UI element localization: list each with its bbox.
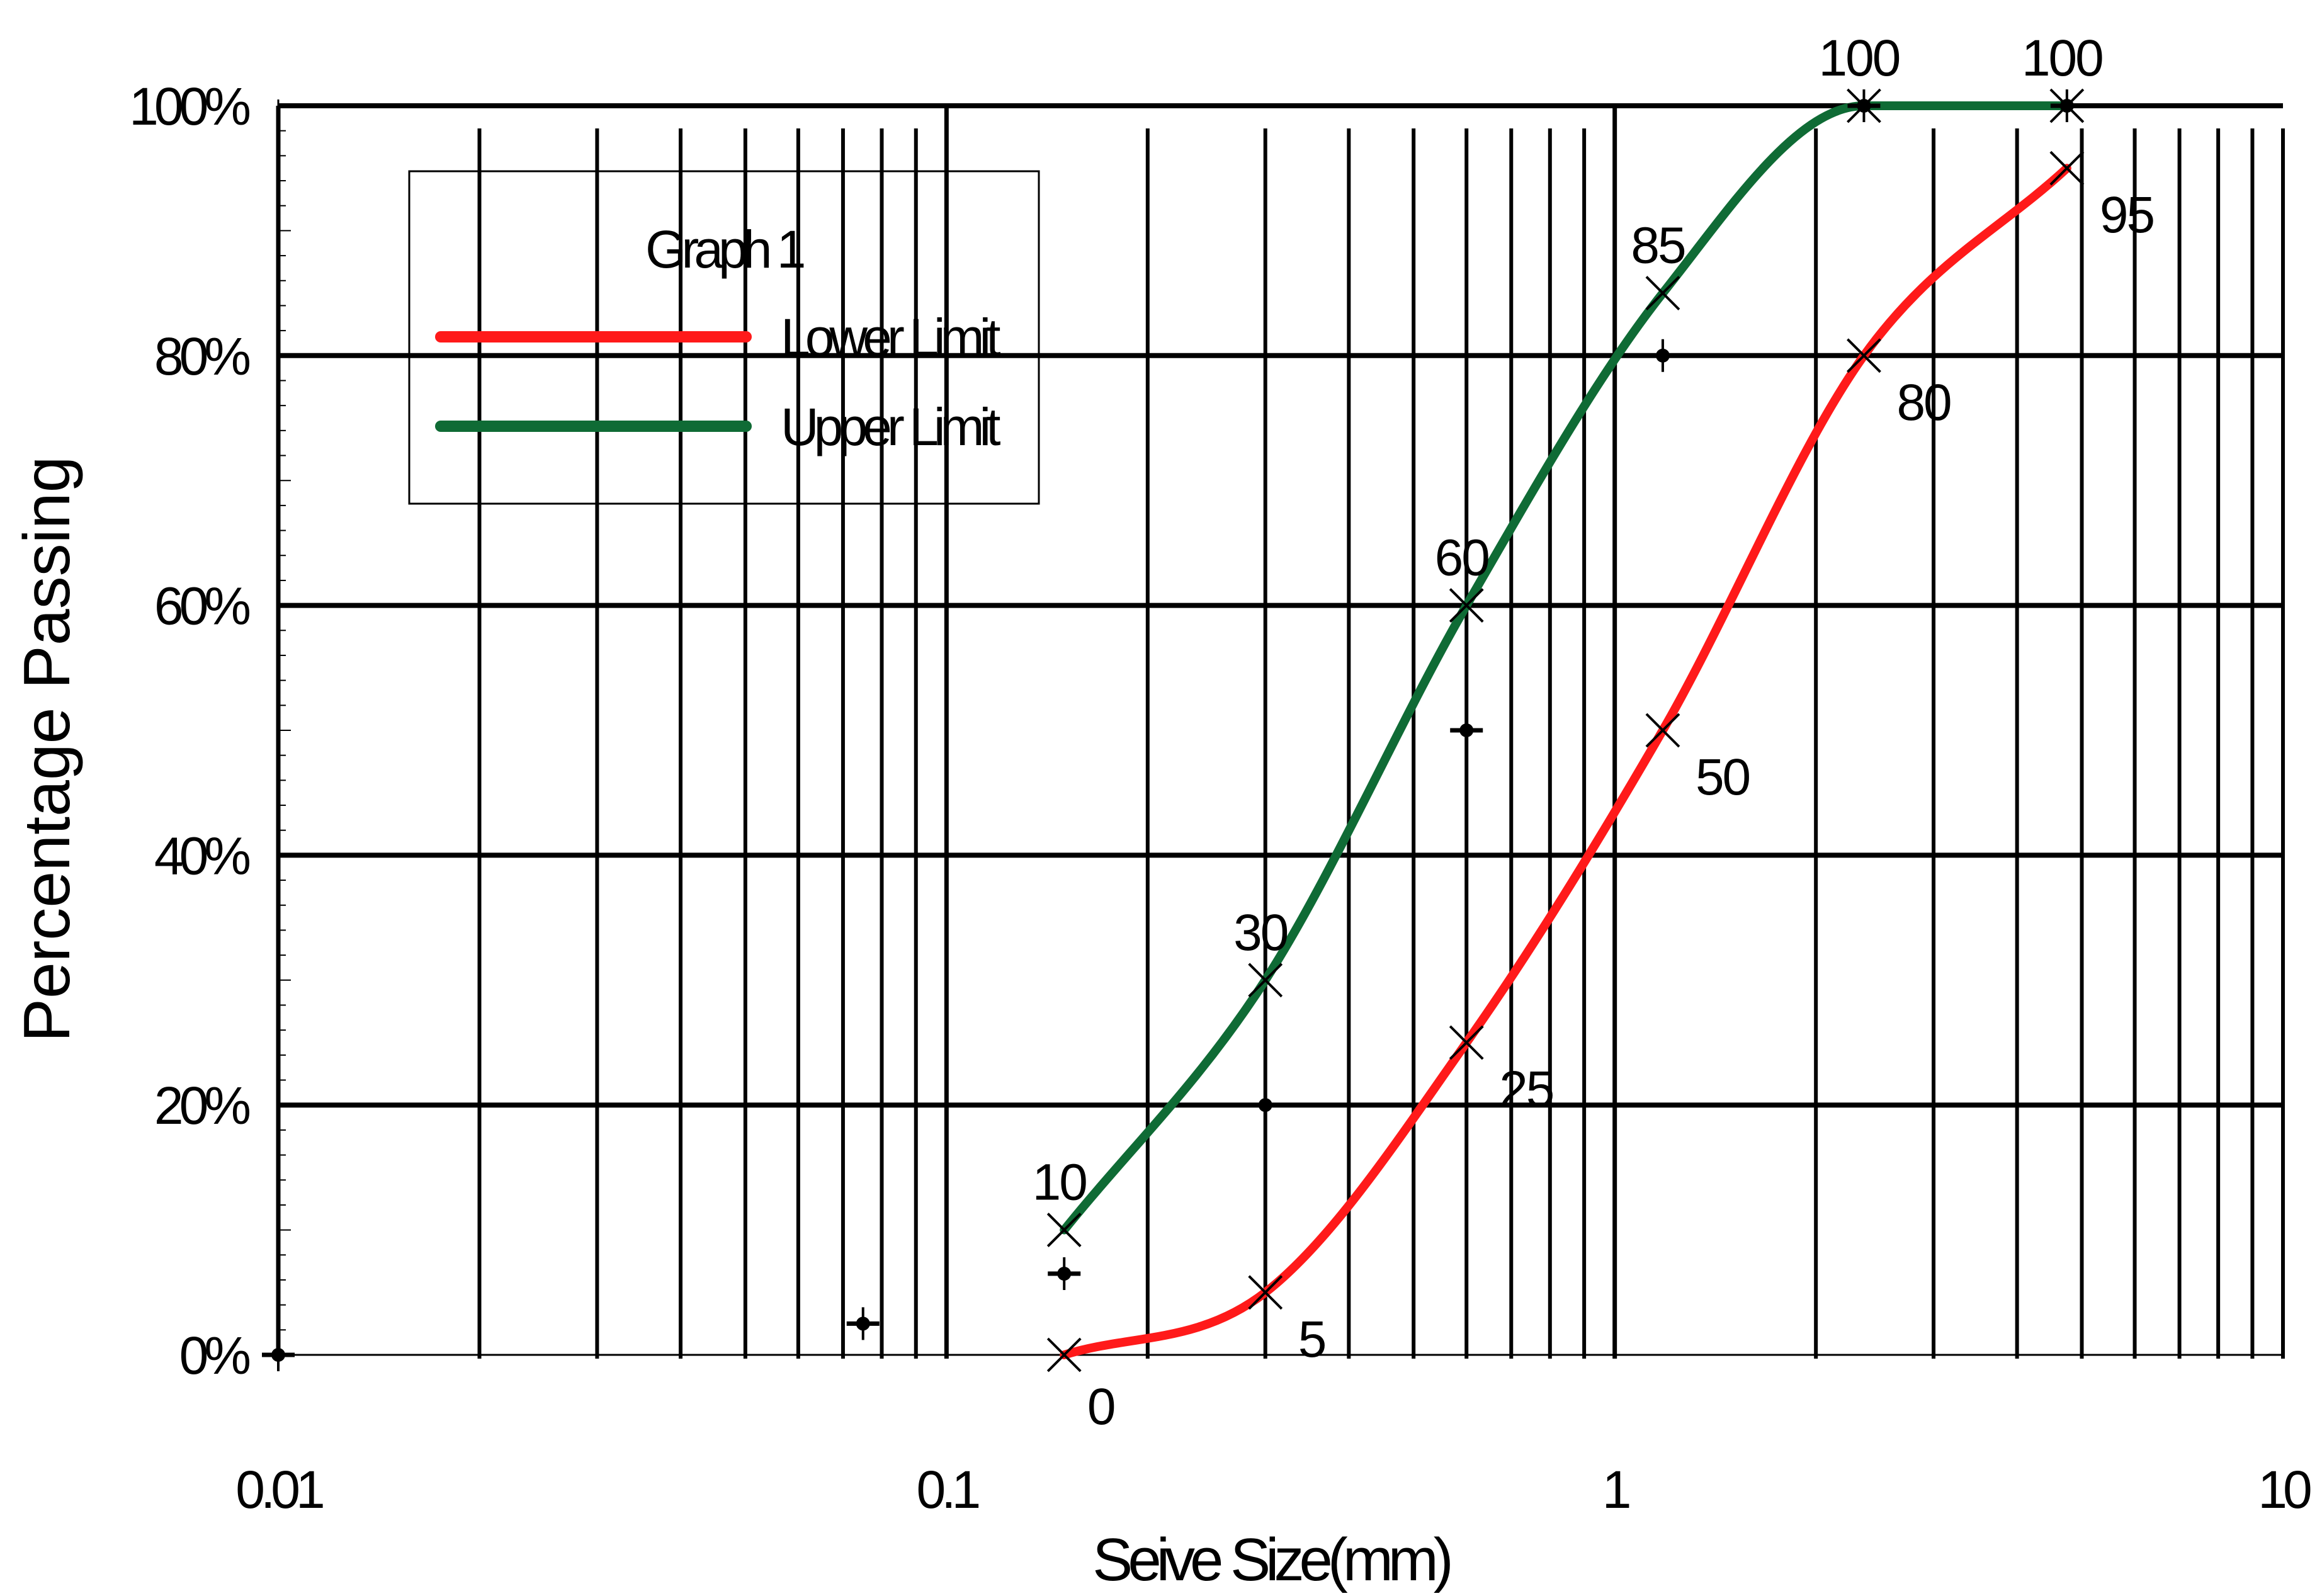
legend-label-lower-limit: Lower Limit <box>781 308 1000 367</box>
x-marker-stroke <box>1645 276 1680 311</box>
label-layer: 10 30 60 85 100 100 0 5 25 50 80 95 <box>1033 30 2156 1435</box>
y-tick-label: 0% <box>179 1326 250 1385</box>
sample-point-marker <box>262 1338 295 1371</box>
x-marker-stroke <box>1645 713 1680 748</box>
x-marker-stroke <box>1847 338 1881 373</box>
x-tick-label: 0.1 <box>916 1460 978 1519</box>
x-marker-stroke <box>1248 963 1283 998</box>
sample-point-marker <box>1847 89 1881 122</box>
lower-limit-data-label: 50 <box>1696 749 1750 806</box>
legend-box <box>408 170 1040 505</box>
x-marker-stroke <box>1248 1275 1283 1310</box>
sample-point-marker <box>1048 1257 1081 1291</box>
lower-limit-data-label: 0 <box>1087 1378 1114 1435</box>
lower-limit-marker <box>1248 1275 1283 1310</box>
y-axis-title: Percentage Passing <box>11 456 84 1043</box>
legend-title: Graph 1 <box>645 220 804 279</box>
lower-limit-marker <box>1645 713 1680 748</box>
upper-limit-marker <box>1449 588 1484 623</box>
upper-limit-data-label: 85 <box>1631 217 1685 274</box>
legend: Graph 1 Lower Limit Upper Limit <box>408 170 1040 505</box>
x-marker-stroke <box>1449 588 1484 623</box>
lower-limit-marker <box>1847 338 1881 373</box>
x-marker-stroke <box>1046 1213 1082 1248</box>
x-marker-stroke <box>2049 150 2085 186</box>
plus-marker-dot <box>1258 1098 1272 1112</box>
x-marker-stroke <box>1046 1337 1082 1372</box>
lower-limit-marker <box>2049 150 2085 186</box>
y-tick-label: 20% <box>154 1076 249 1135</box>
y-tick-label: 80% <box>154 327 249 386</box>
sample-point-marker <box>1450 714 1483 747</box>
legend-label-upper-limit: Upper Limit <box>781 397 1000 456</box>
sample-point-marker <box>2050 89 2083 122</box>
upper-limit-marker <box>1645 276 1680 311</box>
lower-limit-data-label: 5 <box>1298 1311 1325 1368</box>
x-tick-label: 10 <box>2258 1460 2311 1519</box>
plus-marker-dot <box>1857 99 1871 113</box>
upper-limit-marker <box>1248 963 1283 998</box>
lower-limit-data-label: 25 <box>1499 1061 1553 1118</box>
plus-marker-dot <box>1655 348 1670 363</box>
lower-limit-data-label: 95 <box>2100 186 2154 244</box>
upper-limit-data-label: 30 <box>1233 904 1288 961</box>
axis-layer: 0% 20% 40% 60% 80% 100% 0.01 0.1 1 10 <box>129 77 2315 1519</box>
plus-marker-dot <box>856 1316 870 1331</box>
sample-point-marker <box>1646 339 1679 372</box>
plus-marker-dot <box>1057 1267 1072 1281</box>
lower-limit-marker <box>1046 1337 1082 1372</box>
marker-layer <box>262 88 2085 1372</box>
upper-limit-data-label: 60 <box>1435 529 1489 587</box>
x-tick-label: 0.01 <box>235 1460 323 1519</box>
y-tick-label: 100% <box>129 77 249 136</box>
x-marker-stroke <box>1449 1025 1484 1060</box>
lower-limit-data-label: 80 <box>1896 374 1951 431</box>
plus-marker-dot <box>2059 99 2074 113</box>
upper-limit-data-label: 10 <box>1033 1154 1087 1211</box>
y-tick-label: 40% <box>154 826 249 885</box>
plus-marker-dot <box>1459 723 1474 737</box>
upper-limit-data-label: 100 <box>2022 30 2102 87</box>
plus-marker-dot <box>271 1348 285 1362</box>
y-tick-label: 60% <box>154 577 249 636</box>
x-axis-title: Seive Size(mm) <box>1092 1526 1450 1593</box>
upper-limit-marker <box>1046 1213 1082 1248</box>
x-tick-label: 1 <box>1602 1460 1629 1519</box>
lower-limit-marker <box>1449 1025 1484 1060</box>
sample-point-marker <box>846 1307 880 1340</box>
upper-limit-data-label: 100 <box>1819 30 1900 87</box>
sample-point-marker <box>1249 1089 1282 1122</box>
